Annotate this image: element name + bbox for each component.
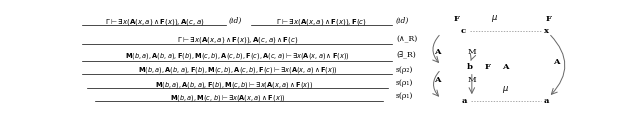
Text: (∧_R): (∧_R): [396, 35, 417, 43]
Text: F: F: [454, 15, 460, 23]
Text: $\mathbf{M}(b,a), \mathbf{A}(b,a), \mathbf{F}(b), \mathbf{M}(c,b), \mathbf{A}(c,: $\mathbf{M}(b,a), \mathbf{A}(b,a), \math…: [138, 65, 338, 75]
Text: (id): (id): [229, 17, 242, 25]
Text: x: x: [544, 27, 548, 35]
Text: s(ρ₂): s(ρ₂): [396, 66, 413, 74]
Text: $\Gamma \vdash \exists x(\mathbf{A}(x,a) \wedge \mathbf{F}(x)), \mathbf{A}(c,a) : $\Gamma \vdash \exists x(\mathbf{A}(x,a)…: [177, 35, 298, 45]
Text: (∃_R): (∃_R): [396, 52, 416, 60]
Text: s(ρ₁): s(ρ₁): [396, 92, 413, 100]
Text: s(ρ₁): s(ρ₁): [396, 79, 413, 87]
Text: A: A: [434, 76, 440, 84]
Text: F: F: [546, 15, 552, 23]
Text: $\mu$: $\mu$: [491, 13, 498, 24]
Text: F: F: [484, 63, 491, 71]
Text: A: A: [502, 63, 509, 71]
Text: $\mathbf{M}(b,a), \mathbf{M}(c,b) \vdash \exists x(\mathbf{A}(x,a) \wedge \mathb: $\mathbf{M}(b,a), \mathbf{M}(c,b) \vdash…: [170, 93, 285, 103]
Text: a: a: [543, 97, 549, 105]
Text: $\Gamma \vdash \exists x(\mathbf{A}(x,a) \wedge \mathbf{F}(x)), \mathbf{F}(c)$: $\Gamma \vdash \exists x(\mathbf{A}(x,a)…: [276, 17, 367, 27]
Text: (id): (id): [396, 17, 410, 25]
Text: $\mathbf{M}(b,a), \mathbf{A}(b,a), \mathbf{F}(b), \mathbf{M}(c,b) \vdash \exists: $\mathbf{M}(b,a), \mathbf{A}(b,a), \math…: [155, 80, 313, 90]
Text: M: M: [468, 48, 476, 56]
Text: a: a: [461, 97, 467, 105]
Text: M: M: [468, 76, 476, 84]
Text: A: A: [434, 48, 440, 56]
Text: b: b: [467, 63, 473, 71]
Text: $\Gamma \vdash \exists x(\mathbf{A}(x,a) \wedge \mathbf{F}(x)), \mathbf{A}(c,a)$: $\Gamma \vdash \exists x(\mathbf{A}(x,a)…: [104, 17, 204, 27]
Text: A: A: [553, 57, 559, 66]
Text: $\mu$: $\mu$: [502, 84, 509, 95]
Text: c: c: [461, 27, 466, 35]
Text: $\mathbf{M}(b,a), \mathbf{A}(b,a), \mathbf{F}(b), \mathbf{M}(c,b), \mathbf{A}(c,: $\mathbf{M}(b,a), \mathbf{A}(b,a), \math…: [125, 51, 350, 61]
